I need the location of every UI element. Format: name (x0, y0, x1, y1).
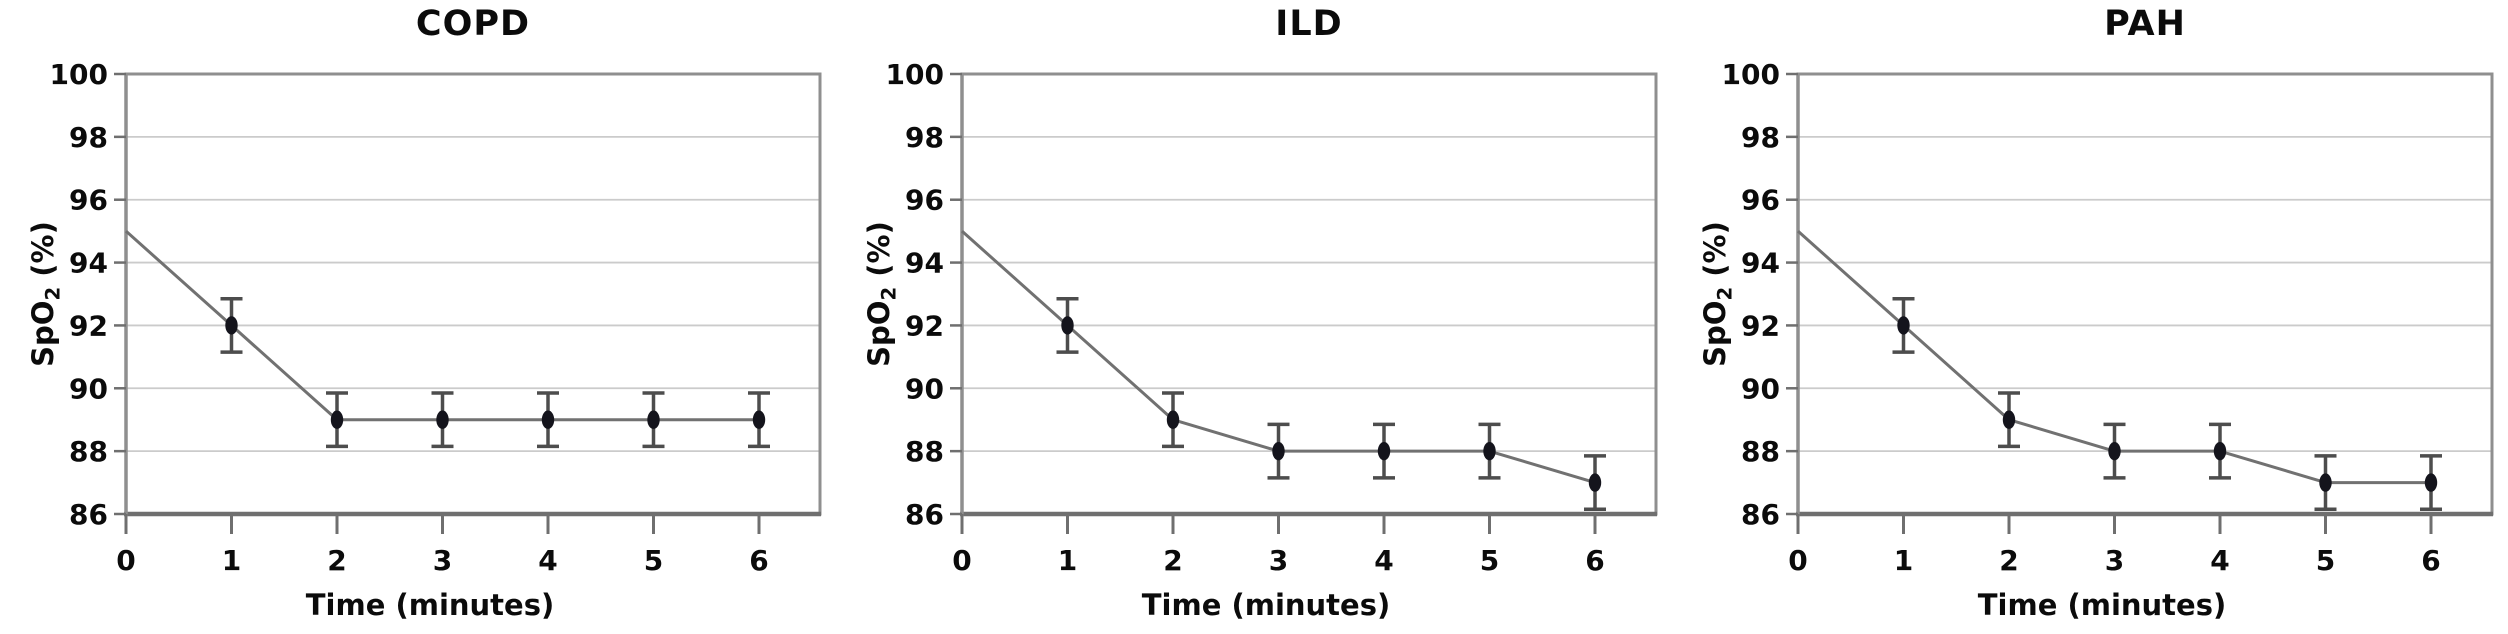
x-tick-label: 6 (2421, 544, 2440, 577)
data-point-marker (2108, 441, 2121, 461)
data-point-marker (541, 410, 555, 429)
y-tick-label: 92 (69, 309, 108, 342)
plot-area: 86 88 90 92 94 96 98 100 0 1 2 3 4 5 6 (50, 58, 822, 577)
chart-title: PAH (2104, 4, 2186, 44)
data-point-marker (1483, 441, 1496, 461)
x-tick-label: 5 (1480, 544, 1499, 577)
y-tick-label: 88 (905, 435, 944, 468)
chart-title: ILD (1275, 4, 1343, 44)
x-tick-label: 1 (1058, 544, 1077, 577)
y-tick-label: 88 (1741, 435, 1780, 468)
x-tick-label: 4 (538, 544, 557, 577)
y-tick-label: 96 (69, 184, 108, 217)
data-point-marker (436, 410, 449, 429)
x-tick-label: 1 (1894, 544, 1913, 577)
data-point-marker (1377, 441, 1391, 461)
plot-border (960, 72, 1658, 516)
data-point-marker (1897, 316, 1910, 335)
y-tick-label: 94 (905, 247, 944, 280)
plot-border (1796, 72, 2494, 516)
x-tick-label: 3 (433, 544, 452, 577)
y-tick-label: 88 (69, 435, 108, 468)
y-tick-label: 90 (69, 372, 108, 405)
y-tick-label: 98 (1741, 121, 1780, 154)
x-axis-label: Time (minutes) (1141, 588, 1391, 622)
x-axis-label: Time (minutes) (305, 588, 555, 622)
x-tick-label: 2 (1163, 544, 1182, 577)
x-tick-label: 0 (116, 544, 135, 577)
data-point-marker (330, 410, 344, 429)
x-tick-label: 4 (2210, 544, 2229, 577)
chart-panel-pah: PAH SpO2 (%) 86 88 90 92 94 96 98 100 0 1 2 3 4 5 6 Ti… (1672, 0, 2508, 634)
y-tick-label: 98 (905, 121, 944, 154)
y-tick-label: 96 (905, 184, 944, 217)
x-tick-label: 6 (749, 544, 768, 577)
data-point-marker (225, 316, 238, 335)
data-point-marker (752, 410, 766, 429)
y-tick-label: 100 (1722, 58, 1780, 91)
data-point-marker (1588, 473, 1602, 492)
chart-title: COPD (415, 4, 531, 44)
x-tick-label: 3 (1269, 544, 1288, 577)
y-tick-label: 100 (50, 58, 108, 91)
y-tick-label: 98 (69, 121, 108, 154)
y-tick-label: 86 (69, 498, 108, 531)
y-tick-label: 86 (905, 498, 944, 531)
data-point-marker (2424, 473, 2438, 492)
plot-area: 86 88 90 92 94 96 98 100 0 1 2 3 4 5 6 (1722, 58, 2494, 577)
x-tick-label: 5 (644, 544, 663, 577)
y-tick-label: 96 (1741, 184, 1780, 217)
data-point-marker (1061, 316, 1074, 335)
y-tick-label: 90 (1741, 372, 1780, 405)
data-point-marker (2319, 473, 2332, 492)
y-tick-label: 94 (1741, 247, 1780, 280)
chart-panel-copd: COPD SpO2 (%) 86 88 90 92 94 96 98 100 0 1 2 3 4 5 6 T… (0, 0, 836, 634)
y-tick-label: 94 (69, 247, 108, 280)
plot-border (124, 72, 822, 516)
x-tick-label: 2 (1999, 544, 2018, 577)
y-tick-label: 92 (1741, 309, 1780, 342)
x-tick-label: 4 (1374, 544, 1393, 577)
y-tick-label: 90 (905, 372, 944, 405)
y-tick-label: 86 (1741, 498, 1780, 531)
x-tick-label: 0 (1788, 544, 1807, 577)
data-point-marker (1272, 441, 1285, 461)
x-tick-label: 6 (1585, 544, 1604, 577)
y-tick-label: 92 (905, 309, 944, 342)
x-tick-label: 0 (952, 544, 971, 577)
data-point-marker (2002, 410, 2016, 429)
plot-area: 86 88 90 92 94 96 98 100 0 1 2 3 4 5 6 (886, 58, 1658, 577)
x-tick-label: 2 (327, 544, 346, 577)
data-point-marker (1166, 410, 1180, 429)
y-tick-label: 100 (886, 58, 944, 91)
data-point-marker (647, 410, 660, 429)
x-tick-label: 3 (2105, 544, 2124, 577)
data-point-marker (2213, 441, 2227, 461)
x-axis-label: Time (minutes) (1977, 588, 2227, 622)
x-tick-label: 5 (2316, 544, 2335, 577)
chart-panel-ild: ILD SpO2 (%) 86 88 90 92 94 96 98 100 0 1 2 3 4 5 6 Ti… (836, 0, 1672, 634)
x-tick-label: 1 (222, 544, 241, 577)
